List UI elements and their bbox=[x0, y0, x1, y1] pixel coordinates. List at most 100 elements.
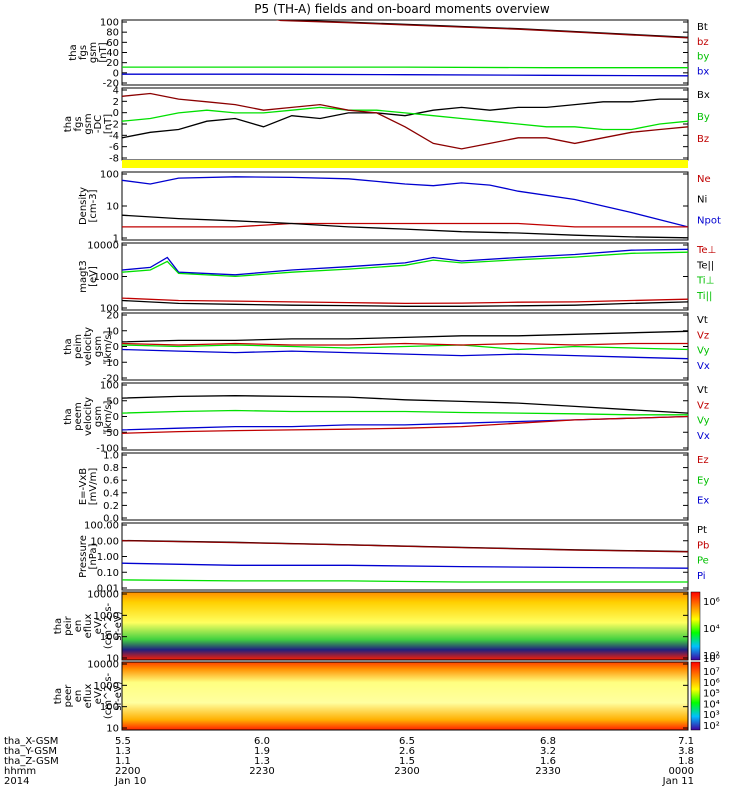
legend-entry: Bx bbox=[697, 90, 710, 101]
colorbar-tick: 10³ bbox=[703, 710, 720, 721]
ephemeris-row-label: tha_Y-GSM bbox=[4, 746, 57, 757]
y-tick-label: 10000 bbox=[87, 660, 119, 671]
y-axis-label: tha peim velocity gsm [km/s] bbox=[63, 327, 114, 366]
y-tick-label: 0 bbox=[113, 68, 119, 79]
legend-entry: Te|| bbox=[696, 260, 714, 271]
x-tick-label: 2200 bbox=[115, 766, 140, 777]
series-Te⊥ bbox=[122, 297, 688, 305]
svg-text:fgs: fgs bbox=[73, 116, 84, 131]
y-tick-label: 100 bbox=[100, 18, 119, 29]
legend-entry: Ne bbox=[697, 174, 711, 185]
x-tick-label: 2330 bbox=[535, 766, 560, 777]
spectrogram-image bbox=[122, 662, 688, 730]
colorbar-tick: 10⁶ bbox=[703, 678, 720, 689]
x-tick-label: 2230 bbox=[249, 766, 274, 777]
y-tick-label: 80 bbox=[106, 28, 119, 39]
series-By bbox=[122, 106, 688, 131]
y-axis-label: tha fgs gsm [nT] bbox=[68, 42, 109, 63]
ephemeris-row-label: tha_X-GSM bbox=[4, 736, 58, 747]
ephemeris-row-label: hhmm bbox=[4, 766, 36, 777]
series-by bbox=[122, 66, 688, 69]
legend-entry: bz bbox=[697, 37, 709, 48]
y-tick-label: 0 bbox=[113, 342, 119, 353]
svg-text:[nT]: [nT] bbox=[103, 114, 114, 134]
x-tick-label: Jan 11 bbox=[662, 776, 694, 787]
y-tick-label: 0 bbox=[113, 108, 119, 119]
x-tick-label: 1.1 bbox=[115, 756, 131, 767]
y-tick-label: 2 bbox=[113, 97, 119, 108]
svg-text:tha: tha bbox=[68, 44, 79, 60]
y-tick-label: 10000 bbox=[87, 590, 119, 601]
y-tick-label: 40 bbox=[106, 48, 119, 59]
panel-density: 100 10 1 Density [cm-3] Ne Ni Npot bbox=[78, 170, 721, 245]
y-tick-label: -20 bbox=[103, 79, 119, 90]
panel-peem-velocity: 100 50 0 -50 -100 tha peem velocity gsm [km/s] Vt V… bbox=[63, 381, 710, 455]
y-tick-label: -50 bbox=[103, 428, 119, 439]
x-tick-label: 2.6 bbox=[399, 746, 415, 757]
legend-entry: Pb bbox=[697, 540, 709, 551]
y-axis-label: tha peem velocity gsm [km/s] bbox=[63, 397, 114, 436]
series-Bz bbox=[122, 92, 688, 150]
svg-text:E=-VxB: E=-VxB bbox=[78, 468, 89, 505]
y-tick-label: 10000 bbox=[87, 241, 119, 252]
y-tick-label: -8 bbox=[109, 154, 119, 165]
y-tick-label: -20 bbox=[103, 374, 119, 385]
y-tick-label: 100.00 bbox=[84, 521, 119, 532]
svg-text:gsm: gsm bbox=[88, 42, 99, 63]
legend-entry: Ti|| bbox=[696, 291, 712, 302]
y-tick-label: 1000 bbox=[94, 611, 119, 622]
svg-text:gsm: gsm bbox=[93, 406, 104, 427]
legend-entry: Ey bbox=[697, 475, 709, 486]
series-Pe bbox=[122, 579, 688, 583]
y-tick-label: 10 bbox=[106, 326, 119, 337]
legend-entry: Vt bbox=[697, 315, 708, 326]
panel-frame bbox=[121, 452, 689, 521]
series-Bx bbox=[122, 98, 688, 139]
y-tick-label: 0.6 bbox=[103, 476, 119, 487]
y-tick-label: 0.8 bbox=[103, 463, 119, 474]
series-Ti|| bbox=[122, 251, 688, 278]
y-tick-label: 10 bbox=[106, 654, 119, 665]
y-tick-label: 20 bbox=[106, 311, 119, 322]
legend-entry: Pi bbox=[697, 571, 706, 582]
y-tick-label: 20 bbox=[106, 58, 119, 69]
legend-entry: Pt bbox=[697, 525, 707, 536]
legend-entry: Ti⊥ bbox=[696, 276, 714, 287]
svg-text:[nT]: [nT] bbox=[98, 42, 109, 62]
y-axis-label: tha fgs gsm -DC [nT] bbox=[63, 113, 114, 134]
svg-text:gsm: gsm bbox=[93, 336, 104, 357]
svg-text:velocity: velocity bbox=[83, 327, 94, 366]
figure-title: P5 (TH-A) fields and on-board moments ov… bbox=[254, 2, 550, 16]
legend-entry: Ez bbox=[697, 455, 709, 466]
series-Vx bbox=[122, 348, 688, 360]
y-tick-label: 100 bbox=[100, 632, 119, 643]
svg-text:eflux: eflux bbox=[83, 684, 94, 709]
colorbar-tick: 10⁰ bbox=[703, 654, 720, 665]
svg-text:eV/: eV/ bbox=[93, 617, 104, 634]
x-tick-label: 0000 bbox=[669, 766, 694, 777]
legend-entry: Vy bbox=[697, 416, 710, 427]
svg-text:[km/s]: [km/s] bbox=[103, 330, 114, 362]
svg-text:tha: tha bbox=[53, 688, 64, 704]
legend-entry: Vx bbox=[697, 431, 710, 442]
colorbar-tick: 10⁶ bbox=[703, 597, 720, 608]
y-tick-label: 1.0 bbox=[103, 451, 119, 462]
panel-e-field: 1.00.8 0.60.4 0.2 0.0 E=-VxB [mV/m] Ez Ey Ex bbox=[78, 451, 709, 525]
y-tick-label: 100 bbox=[100, 381, 119, 392]
panel-frame bbox=[121, 382, 689, 451]
legend-entry: By bbox=[697, 112, 710, 123]
colorbar-tick: 10⁵ bbox=[703, 689, 720, 700]
x-tick-label: 7.1 bbox=[678, 736, 694, 747]
y-tick-label: 0.01 bbox=[97, 584, 119, 595]
legend-entry: Vy bbox=[697, 346, 710, 357]
y-tick-label: 10 bbox=[106, 202, 119, 213]
y-tick-label: 100 bbox=[100, 702, 119, 713]
x-tick-label: 1.9 bbox=[254, 746, 270, 757]
x-tick-label: 1.3 bbox=[115, 746, 131, 757]
svg-text:[nPa]: [nPa] bbox=[88, 543, 99, 569]
series-Vz bbox=[122, 415, 688, 434]
y-tick-label: 100 bbox=[100, 170, 119, 181]
